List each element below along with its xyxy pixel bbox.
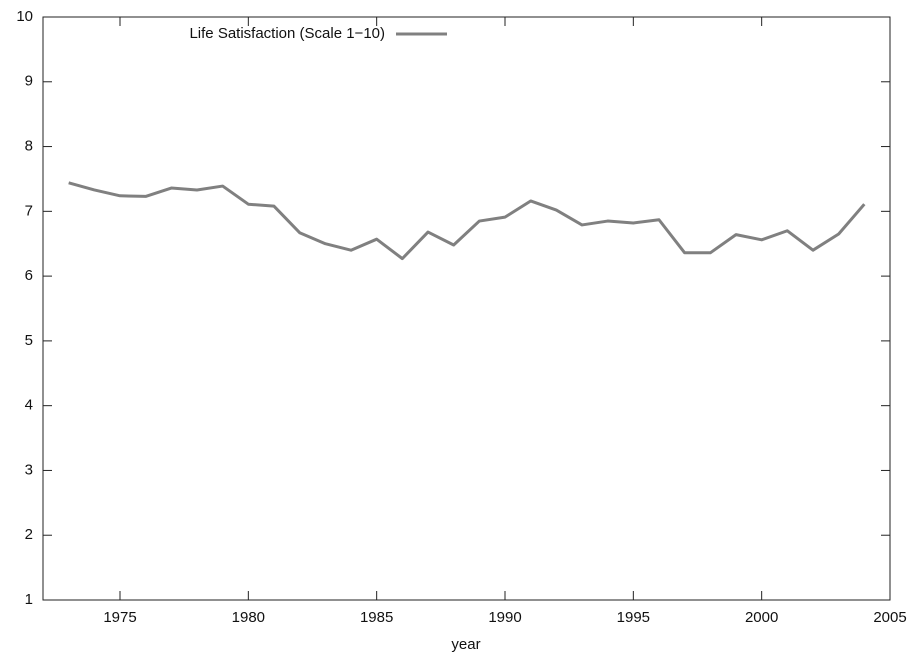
x-tick-label: 1995 — [617, 609, 650, 626]
x-tick-label: 1985 — [360, 609, 393, 626]
y-tick-label: 2 — [25, 526, 33, 543]
y-tick-label: 1 — [25, 591, 33, 608]
y-tick-label: 4 — [25, 397, 33, 414]
plot-frame — [42, 16, 891, 601]
legend-label: Life Satisfaction (Scale 1−10) — [189, 25, 385, 42]
y-tick-label: 9 — [25, 73, 33, 90]
y-tick-label: 10 — [16, 8, 33, 25]
y-tick-label: 8 — [25, 138, 33, 155]
x-tick-label: 1980 — [232, 609, 265, 626]
x-tick-label: 2000 — [745, 609, 778, 626]
data-line — [68, 181, 866, 261]
y-tick-label: 3 — [25, 461, 33, 478]
y-tick-label: 5 — [25, 332, 33, 349]
x-tick-label: 1975 — [103, 609, 136, 626]
y-tick-label: 6 — [25, 267, 33, 284]
x-tick-label: 2005 — [873, 609, 906, 626]
x-tick-label: 1990 — [488, 609, 521, 626]
x-axis-label: year — [451, 636, 480, 653]
y-tick-label: 7 — [25, 202, 33, 219]
